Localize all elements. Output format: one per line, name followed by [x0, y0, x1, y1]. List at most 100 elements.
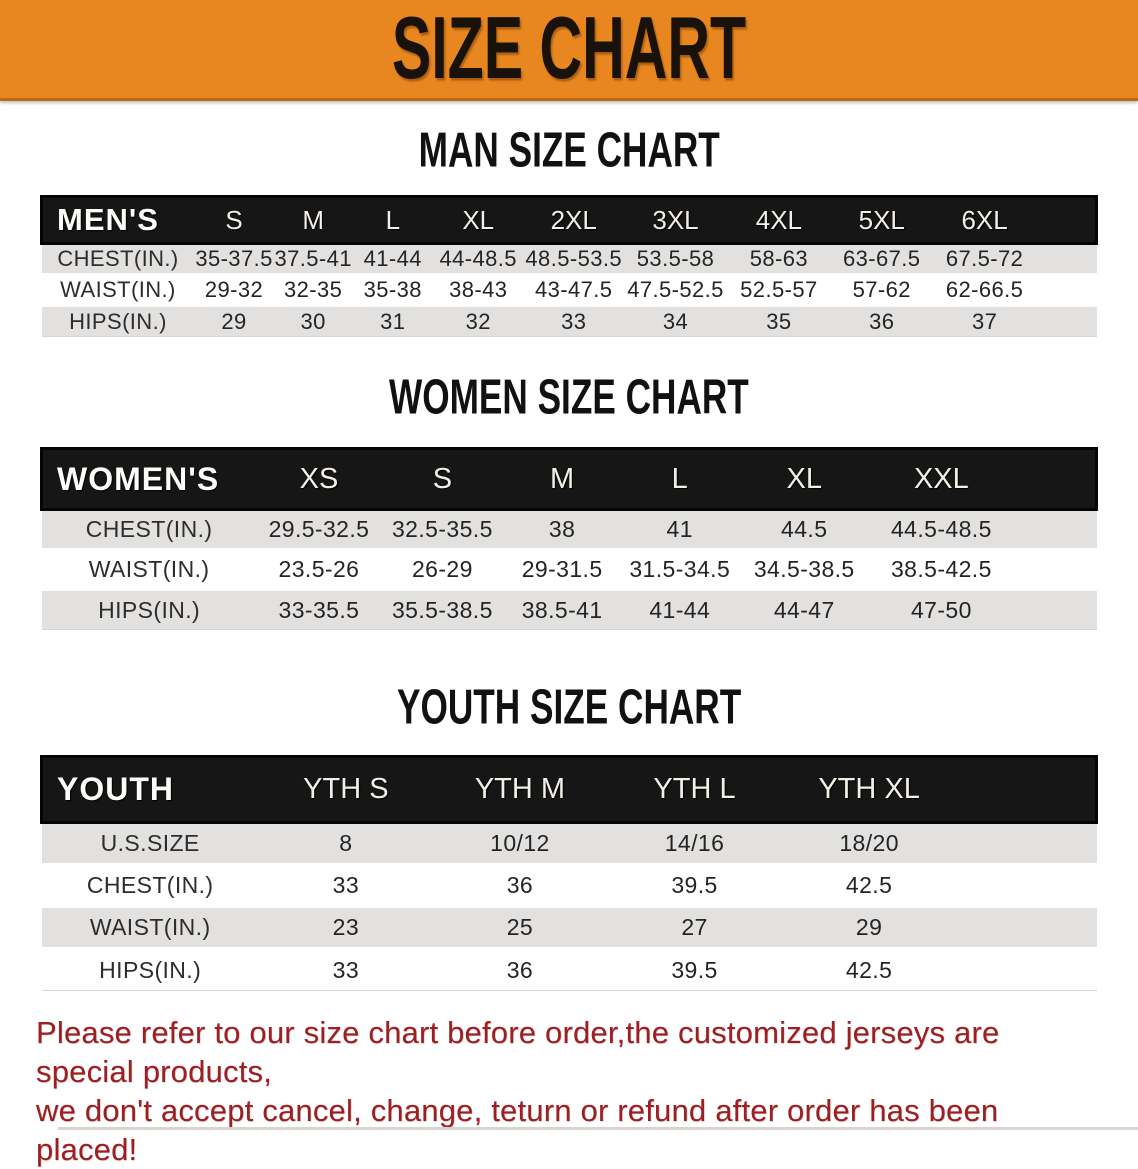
- size-value-cell: 30: [273, 304, 353, 337]
- size-value-cell: 43-47.5: [523, 273, 624, 306]
- size-value-cell: 35-38: [352, 273, 433, 306]
- size-value-cell: 37: [932, 304, 1037, 337]
- spacer-cell: [956, 905, 1097, 949]
- size-value-cell: 8: [258, 821, 433, 865]
- size-value-cell: 38.5-41: [503, 588, 621, 630]
- size-value-cell: 33: [523, 304, 624, 337]
- size-chart-banner: SIZE CHART: [0, 0, 1138, 101]
- table-row: WAIST(IN.) 29-32 32-35 35-38 38-43 43-47.5 47.…: [41, 273, 1097, 306]
- size-value-cell: 42.5: [782, 863, 957, 907]
- column-header: XL: [738, 447, 870, 511]
- table-row: CHEST(IN.) 33 36 39.5 42.5: [41, 863, 1097, 907]
- column-header: YTH M: [432, 755, 607, 824]
- row-label: HIPS(IN.): [41, 588, 257, 630]
- column-header: 4XL: [727, 195, 831, 245]
- size-value-cell: 18/20: [782, 821, 957, 865]
- column-header: YTH L: [606, 755, 783, 824]
- size-value-cell: 42.5: [782, 947, 957, 991]
- size-value-cell: 67.5-72: [932, 242, 1037, 275]
- column-header: M: [503, 447, 621, 511]
- size-value-cell: 38.5-42.5: [869, 548, 1014, 590]
- spacer-cell: [956, 947, 1097, 991]
- row-label: CHEST(IN.): [41, 863, 259, 907]
- size-value-cell: 44-47: [738, 588, 870, 630]
- size-value-cell: 31.5-34.5: [620, 548, 739, 590]
- column-header: 6XL: [932, 195, 1037, 245]
- column-header: M: [273, 195, 353, 245]
- column-header: L: [352, 195, 433, 245]
- row-label: WAIST(IN.): [41, 273, 195, 306]
- size-value-cell: 41: [620, 508, 739, 550]
- table-header-row: WOMEN'S XS S M L XL XXL: [39, 447, 1099, 511]
- size-value-cell: 33: [258, 863, 433, 907]
- size-value-cell: 29-31.5: [503, 548, 621, 590]
- table-row: HIPS(IN.) 29 30 31 32 33 34 35 36 37: [41, 304, 1097, 337]
- table-row: WAIST(IN.) 23.5-26 26-29 29-31.5 31.5-34.5 34…: [41, 548, 1097, 590]
- table-row: CHEST(IN.) 35-37.5 37.5-41 41-44 44-48.5 48.5…: [41, 242, 1097, 275]
- men-section-title: MAN SIZE CHART: [0, 123, 1138, 178]
- column-header: YTH S: [258, 755, 433, 824]
- column-header: XS: [256, 447, 382, 511]
- disclaimer-line-1: Please refer to our size chart before or…: [36, 1015, 1000, 1089]
- table-header-row: YOUTH YTH S YTH M YTH L YTH XL: [39, 755, 1099, 824]
- size-value-cell: 23.5-26: [256, 548, 382, 590]
- column-header: L: [620, 447, 739, 511]
- size-value-cell: 35-37.5: [194, 242, 274, 275]
- header-spacer-cell: [1013, 447, 1099, 511]
- youth-section-title-text: YOUTH SIZE CHART: [396, 680, 742, 735]
- size-value-cell: 31: [352, 304, 433, 337]
- spacer-cell: [1013, 548, 1097, 590]
- size-value-cell: 47-50: [869, 588, 1014, 630]
- size-value-cell: 34: [623, 304, 728, 337]
- size-value-cell: 35.5-38.5: [381, 588, 504, 630]
- table-row: HIPS(IN.) 33-35.5 35.5-38.5 38.5-41 41-44 44-…: [41, 588, 1097, 630]
- size-value-cell: 37.5-41: [273, 242, 353, 275]
- column-header: XL: [432, 195, 524, 245]
- size-value-cell: 36: [432, 947, 607, 991]
- table-corner-label: MEN'S: [40, 195, 195, 245]
- size-value-cell: 27: [606, 905, 783, 949]
- row-label: CHEST(IN.): [41, 508, 257, 550]
- women-section-title-text: WOMEN SIZE CHART: [389, 370, 749, 425]
- column-header: S: [194, 195, 274, 245]
- youth-size-table: YOUTH YTH S YTH M YTH L YTH XL U.S.SIZE 8 10/1…: [39, 755, 1099, 991]
- table-row: WAIST(IN.) 23 25 27 29: [41, 905, 1097, 949]
- size-value-cell: 44.5: [738, 508, 870, 550]
- size-value-cell: 29-32: [194, 273, 274, 306]
- size-value-cell: 32: [432, 304, 524, 337]
- size-value-cell: 39.5: [606, 947, 783, 991]
- bottom-hairline: [58, 1127, 1138, 1130]
- size-value-cell: 41-44: [352, 242, 433, 275]
- spacer-cell: [956, 863, 1097, 907]
- size-value-cell: 63-67.5: [830, 242, 933, 275]
- column-header: YTH XL: [782, 755, 957, 824]
- size-value-cell: 29: [782, 905, 957, 949]
- row-label: CHEST(IN.): [41, 242, 195, 275]
- disclaimer: Please refer to our size chart before or…: [36, 1013, 1102, 1169]
- size-value-cell: 57-62: [830, 273, 933, 306]
- row-label: U.S.SIZE: [41, 821, 259, 865]
- size-value-cell: 62-66.5: [932, 273, 1037, 306]
- size-value-cell: 23: [258, 905, 433, 949]
- size-value-cell: 38: [503, 508, 621, 550]
- column-header: S: [381, 447, 504, 511]
- table-corner-label: YOUTH: [39, 755, 259, 824]
- column-header: XXL: [869, 447, 1014, 511]
- spacer-cell: [1013, 508, 1097, 550]
- size-value-cell: 44.5-48.5: [869, 508, 1014, 550]
- size-value-cell: 39.5: [606, 863, 783, 907]
- size-value-cell: 35: [727, 304, 831, 337]
- size-value-cell: 58-63: [727, 242, 831, 275]
- row-label: WAIST(IN.): [41, 905, 259, 949]
- size-value-cell: 41-44: [620, 588, 739, 630]
- size-value-cell: 29.5-32.5: [256, 508, 382, 550]
- men-section-title-text: MAN SIZE CHART: [418, 123, 720, 178]
- size-value-cell: 14/16: [606, 821, 783, 865]
- women-size-table-wrapper: WOMEN'S XS S M L XL XXL CHEST(IN.) 29.5-32.5 32.…: [0, 447, 1138, 630]
- size-value-cell: 10/12: [432, 821, 607, 865]
- table-header-row: MEN'S S M L XL 2XL 3XL 4XL 5XL 6XL: [40, 195, 1099, 245]
- size-value-cell: 47.5-52.5: [623, 273, 728, 306]
- men-size-table-wrapper: MEN'S S M L XL 2XL 3XL 4XL 5XL 6XL CHEST(IN.) 35-3…: [0, 195, 1138, 337]
- column-header: 2XL: [523, 195, 624, 245]
- men-size-section: MAN SIZE CHART MEN'S S M L XL 2XL 3XL 4XL 5XL 6XL…: [0, 123, 1138, 337]
